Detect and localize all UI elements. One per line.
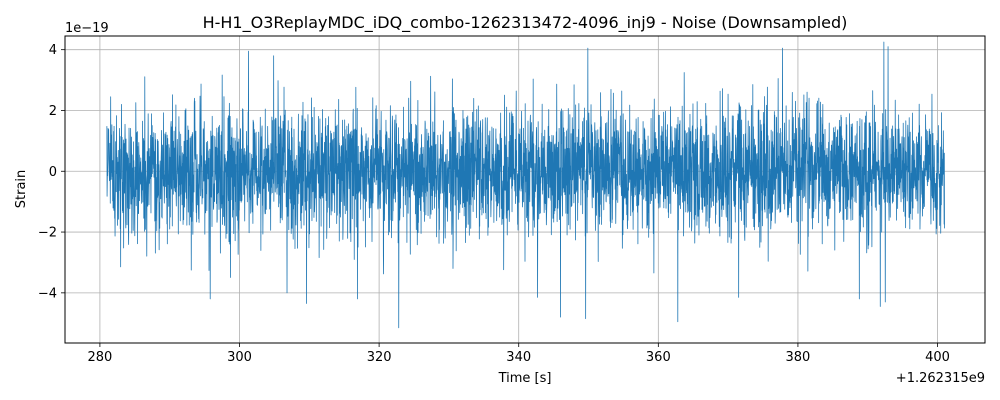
y-exponent-label: 1e−19 (65, 21, 109, 36)
x-tick-label: 280 (87, 350, 112, 365)
x-tick-label: 360 (646, 350, 671, 365)
x-tick-label: 380 (786, 350, 811, 365)
y-tick-label: −2 (38, 226, 57, 241)
x-offset-label: +1.262315e9 (896, 371, 985, 386)
strain-trace-line (106, 41, 945, 329)
x-tick-label: 300 (227, 350, 252, 365)
x-tick-label: 320 (367, 350, 392, 365)
y-tick-label: 0 (49, 165, 57, 180)
y-tick-label: 4 (49, 43, 57, 58)
y-tick-label: 2 (49, 104, 57, 119)
axes-frame (64, 35, 986, 344)
x-tick-label: 400 (925, 350, 950, 365)
y-axis-label: Strain (14, 170, 29, 209)
x-tick-label: 340 (506, 350, 531, 365)
y-tick-label: −4 (38, 286, 57, 301)
noise-series (106, 41, 945, 329)
chart-title: H-H1_O3ReplayMDC_iDQ_combo-1262313472-40… (203, 13, 848, 33)
x-axis-label: Time [s] (498, 371, 552, 386)
axis-ticks: 280 300 320 340 360 380 400 −4 −2 0 2 4 (38, 43, 950, 365)
